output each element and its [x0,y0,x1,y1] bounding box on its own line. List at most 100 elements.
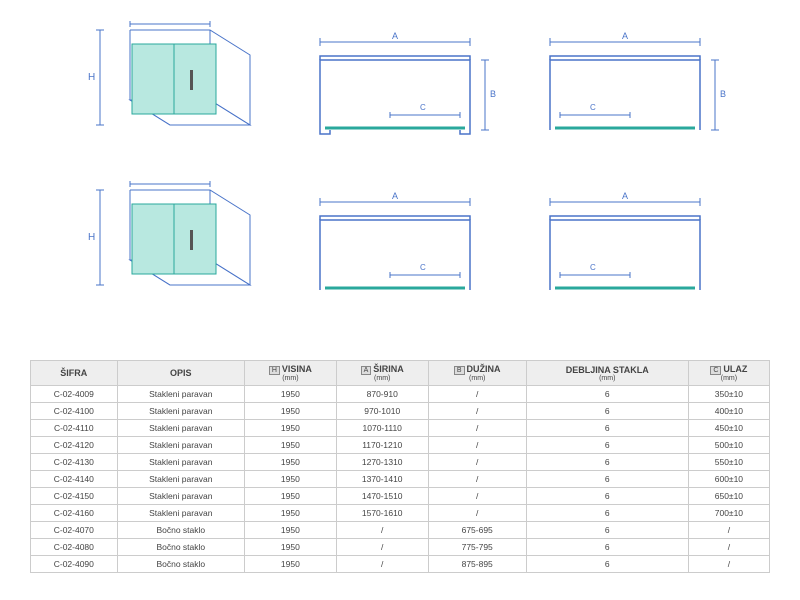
plan-view-2-right: A C [530,190,730,310]
label-H-2: H [88,232,95,243]
cell-sirina: 1170-1210 [336,437,428,454]
spec-table-area: ŠIFRA OPIS HVISINA (mm) AŠIRINA (mm) BDU… [30,350,770,590]
plan-view-1-right: A B C [530,30,730,150]
cell-opis: Stakleni paravan [117,420,244,437]
cell-sifra: C-02-4009 [31,386,118,403]
cell-duzina: / [428,437,526,454]
cell-opis: Stakleni paravan [117,488,244,505]
cell-duzina: / [428,454,526,471]
cell-sifra: C-02-4080 [31,539,118,556]
table-row: C-02-4090Bočno staklo1950/875-8956/ [31,556,770,573]
cell-ulaz: 600±10 [688,471,769,488]
cell-debljina: 6 [526,471,688,488]
cell-opis: Stakleni paravan [117,386,244,403]
cell-ulaz: / [688,556,769,573]
th-debljina: DEBLJINA STAKLA (mm) [526,361,688,386]
isometric-view-2: H [70,180,270,320]
table-row: C-02-4110Stakleni paravan19501070-1110/6… [31,420,770,437]
label-C-1r: C [590,103,596,112]
cell-duzina: / [428,420,526,437]
cell-visina: 1950 [245,420,337,437]
th-ulaz: CULAZ (mm) [688,361,769,386]
table-row: C-02-4080Bočno staklo1950/775-7956/ [31,539,770,556]
table-row: C-02-4140Stakleni paravan19501370-1410/6… [31,471,770,488]
cell-sirina: 1470-1510 [336,488,428,505]
table-row: C-02-4070Bočno staklo1950/675-6956/ [31,522,770,539]
plan-view-1-left: A B C [300,30,500,150]
cell-duzina: 775-795 [428,539,526,556]
cell-sirina: 1370-1410 [336,471,428,488]
cell-debljina: 6 [526,403,688,420]
cell-debljina: 6 [526,420,688,437]
cell-visina: 1950 [245,505,337,522]
table-row: C-02-4100Stakleni paravan1950970-1010/64… [31,403,770,420]
table-row: C-02-4160Stakleni paravan19501570-1610/6… [31,505,770,522]
cell-ulaz: 450±10 [688,420,769,437]
cell-sirina: / [336,539,428,556]
isometric-view-1: H [70,20,270,160]
cell-opis: Bočno staklo [117,522,244,539]
cell-opis: Bočno staklo [117,556,244,573]
cell-opis: Stakleni paravan [117,437,244,454]
cell-sifra: C-02-4160 [31,505,118,522]
cell-opis: Stakleni paravan [117,471,244,488]
table-row: C-02-4009Stakleni paravan1950870-910/635… [31,386,770,403]
cell-debljina: 6 [526,437,688,454]
label-A-1r: A [622,31,628,41]
label-B-1r: B [720,89,726,99]
cell-sifra: C-02-4130 [31,454,118,471]
th-visina: HVISINA (mm) [245,361,337,386]
table-row: C-02-4150Stakleni paravan19501470-1510/6… [31,488,770,505]
cell-duzina: 675-695 [428,522,526,539]
cell-visina: 1950 [245,539,337,556]
table-header-row: ŠIFRA OPIS HVISINA (mm) AŠIRINA (mm) BDU… [31,361,770,386]
cell-ulaz: 700±10 [688,505,769,522]
cell-duzina: / [428,403,526,420]
cell-sirina: 1570-1610 [336,505,428,522]
cell-visina: 1950 [245,522,337,539]
cell-visina: 1950 [245,471,337,488]
label-C-1l: C [420,103,426,112]
cell-sifra: C-02-4120 [31,437,118,454]
cell-ulaz: / [688,522,769,539]
label-H: H [88,72,95,83]
cell-sirina: 1070-1110 [336,420,428,437]
cell-ulaz: 550±10 [688,454,769,471]
cell-sirina: 970-1010 [336,403,428,420]
table-row: C-02-4130Stakleni paravan19501270-1310/6… [31,454,770,471]
cell-visina: 1950 [245,454,337,471]
th-sirina: AŠIRINA (mm) [336,361,428,386]
cell-visina: 1950 [245,437,337,454]
cell-sifra: C-02-4070 [31,522,118,539]
cell-visina: 1950 [245,488,337,505]
diagrams-area: H [30,20,770,350]
cell-duzina: / [428,505,526,522]
cell-sirina: / [336,522,428,539]
cell-debljina: 6 [526,556,688,573]
th-duzina: BDUŽINA (mm) [428,361,526,386]
cell-ulaz: 350±10 [688,386,769,403]
spec-table: ŠIFRA OPIS HVISINA (mm) AŠIRINA (mm) BDU… [30,360,770,573]
cell-debljina: 6 [526,386,688,403]
cell-opis: Stakleni paravan [117,403,244,420]
cell-duzina: / [428,488,526,505]
label-A-1l: A [392,31,398,41]
cell-sifra: C-02-4090 [31,556,118,573]
cell-debljina: 6 [526,522,688,539]
th-opis: OPIS [117,361,244,386]
cell-debljina: 6 [526,488,688,505]
cell-sirina: 1270-1310 [336,454,428,471]
th-sifra: ŠIFRA [31,361,118,386]
cell-sifra: C-02-4150 [31,488,118,505]
label-C-2l: C [420,263,426,272]
cell-debljina: 6 [526,505,688,522]
label-B-1l: B [490,89,496,99]
cell-sirina: / [336,556,428,573]
cell-sifra: C-02-4140 [31,471,118,488]
cell-visina: 1950 [245,556,337,573]
label-A-2r: A [622,191,628,201]
cell-duzina: / [428,386,526,403]
cell-visina: 1950 [245,386,337,403]
cell-ulaz: 400±10 [688,403,769,420]
cell-sifra: C-02-4110 [31,420,118,437]
